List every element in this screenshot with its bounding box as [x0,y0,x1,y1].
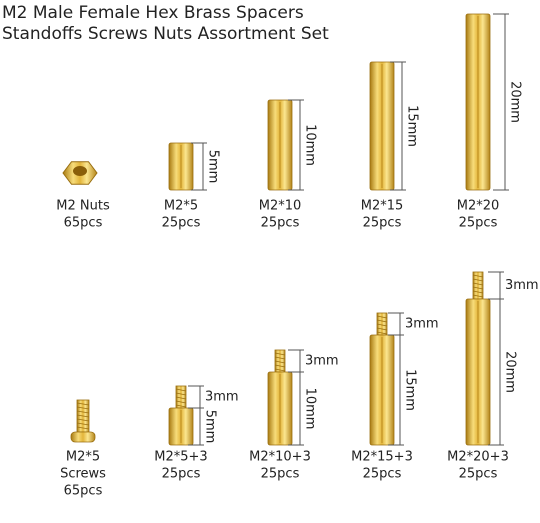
dim-label: 3mm [505,278,539,293]
item-label: M2*5+3 [154,450,207,465]
thread-line [76,422,90,426]
item-label: M2*5 [164,199,198,214]
item-label: 25pcs [162,216,201,231]
thread-line [274,356,286,360]
thread-line [376,331,388,335]
title-line: Standoffs Screws Nuts Assortment Set [2,24,329,44]
thread-line [175,388,187,392]
dim-label: 15mm [405,105,420,147]
thread-line [376,315,388,319]
item-label: M2*20 [457,199,500,214]
thread-line [274,364,286,368]
thread-line [175,400,187,404]
nut-hole [73,166,87,176]
thread-line [175,392,187,396]
item-label: M2*10+3 [249,450,311,465]
thread-line [76,426,90,430]
item-label: M2*15+3 [351,450,413,465]
dim-label: 20mm [503,351,518,393]
thread-line [76,402,90,406]
item-label: Screws [60,467,106,482]
item-label: 65pcs [64,216,103,231]
thread-line [376,319,388,323]
item-label: M2*5 [66,450,100,465]
thread-line [472,278,484,282]
thread-line [472,274,484,278]
thread-line [175,396,187,400]
thread-line [376,323,388,327]
item-label: M2*20+3 [447,450,509,465]
thread-line [76,414,90,418]
dim-label: 10mm [303,124,318,166]
item-label: 25pcs [261,216,300,231]
screw-head [70,431,96,443]
item-label: 25pcs [459,216,498,231]
dim-label: 10mm [303,388,318,430]
item-label: M2 Nuts [56,199,110,214]
item-label: M2*15 [361,199,404,214]
thread-line [376,327,388,331]
parts: M2 Nuts 65pcs M2*5 25pcs 5mm M2*10 25pcs 10mm M2… [56,13,539,499]
dim-label: 20mm [508,81,523,123]
dim-label: 3mm [405,317,439,332]
dim-label: 3mm [305,354,339,369]
thread-line [274,368,286,372]
thread-line [472,294,484,298]
thread-line [472,290,484,294]
item-label: M2*10 [259,199,302,214]
thread-line [175,404,187,408]
item-label: 25pcs [162,467,201,482]
thread-line [76,418,90,422]
dim-label: 15mm [403,369,418,411]
thread-line [76,406,90,410]
thread-line [274,360,286,364]
item-label: 25pcs [363,467,402,482]
thread-line [472,286,484,290]
item-label: 65pcs [64,484,103,499]
item-label: 25pcs [459,467,498,482]
dim-label: 5mm [203,410,218,444]
thread-line [274,352,286,356]
thread-line [76,410,90,414]
item-label: 25pcs [261,467,300,482]
dim-label: 3mm [205,390,239,405]
title-line: M2 Male Female Hex Brass Spacers [2,3,304,23]
thread-line [472,282,484,286]
dim-label: 5mm [206,150,221,184]
item-label: 25pcs [363,216,402,231]
